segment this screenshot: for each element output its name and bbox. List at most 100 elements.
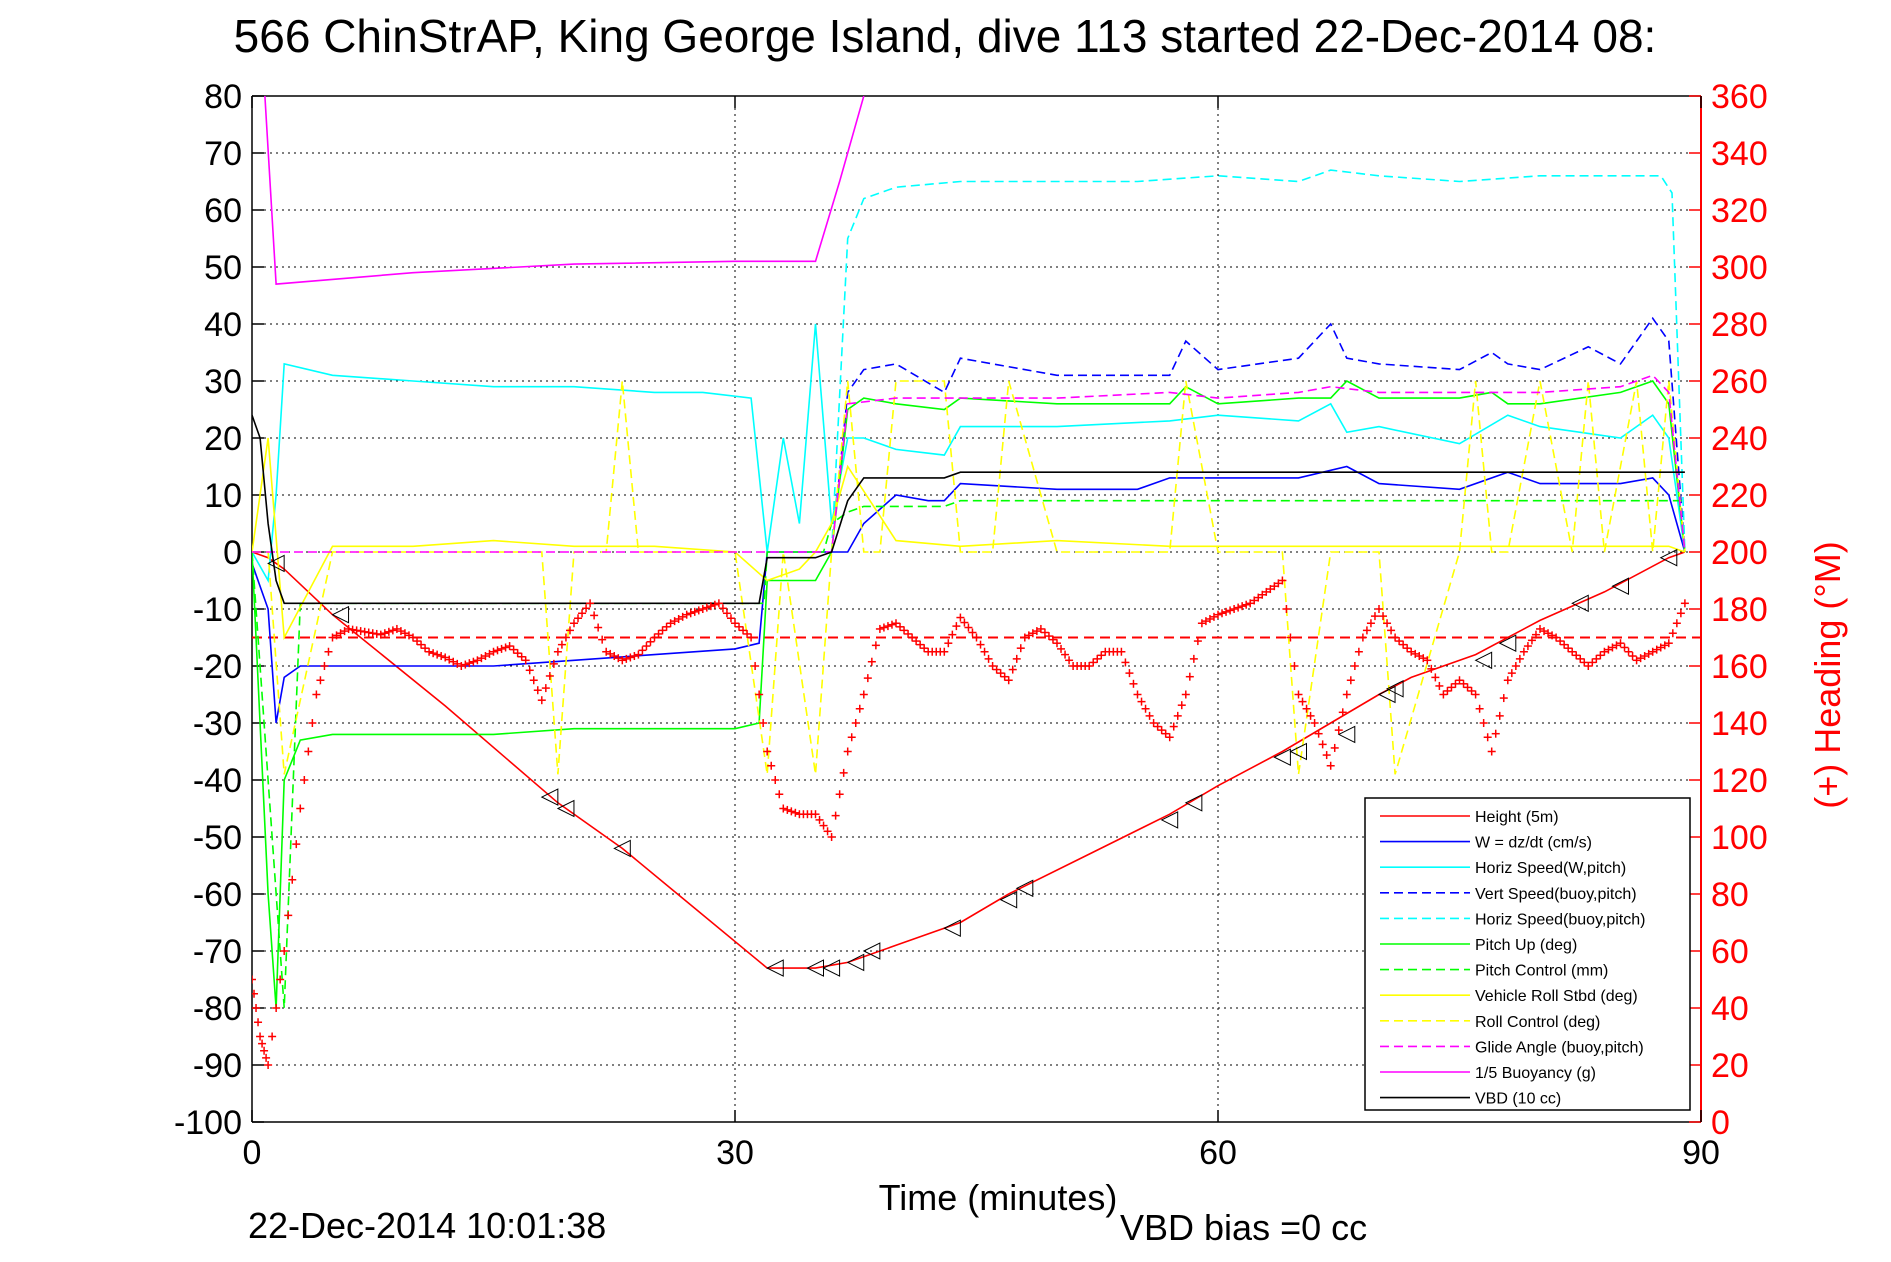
series-line-height-5m bbox=[252, 551, 1686, 969]
heading-marker bbox=[646, 637, 655, 646]
heading-marker bbox=[726, 614, 735, 623]
heading-marker bbox=[1499, 694, 1508, 703]
legend-entry: Height (5m) bbox=[1475, 809, 1559, 826]
waypoint-marker bbox=[1289, 742, 1307, 761]
heading-marker bbox=[747, 633, 756, 642]
heading-marker bbox=[1326, 761, 1335, 770]
heading-marker bbox=[1652, 645, 1661, 654]
heading-marker bbox=[1048, 635, 1057, 644]
heading-marker bbox=[964, 623, 973, 632]
legend-entry: Horiz Speed(W,pitch) bbox=[1475, 860, 1626, 877]
heading-marker bbox=[570, 619, 578, 628]
heading-marker bbox=[1644, 649, 1653, 658]
heading-marker bbox=[254, 1018, 263, 1027]
y-tick-label-right: 100 bbox=[1711, 819, 1768, 857]
legend-entry: Pitch Up (deg) bbox=[1475, 937, 1577, 954]
legend-entry: Vehicle Roll Stbd (deg) bbox=[1475, 988, 1638, 1005]
heading-marker bbox=[1209, 612, 1218, 621]
heading-marker bbox=[260, 1046, 269, 1055]
heading-marker bbox=[779, 804, 788, 813]
heading-marker bbox=[340, 627, 349, 636]
series-line-roll-control-deg bbox=[252, 380, 1686, 775]
heading-marker bbox=[622, 654, 631, 663]
heading-marker bbox=[1298, 697, 1307, 706]
y-tick-label-left: 0 bbox=[223, 534, 242, 572]
heading-marker bbox=[1455, 676, 1464, 685]
y-tick-label-left: -10 bbox=[193, 591, 242, 629]
y-tick-label-right: 280 bbox=[1711, 306, 1768, 344]
heading-marker bbox=[1572, 651, 1581, 660]
chart-title: 566 ChinStrAP, King George Island, dive … bbox=[234, 10, 1657, 62]
y-tick-label-right: 0 bbox=[1711, 1104, 1730, 1142]
heading-marker bbox=[984, 654, 993, 663]
heading-marker bbox=[421, 644, 430, 653]
waypoint-marker bbox=[613, 839, 631, 858]
heading-marker bbox=[710, 600, 719, 609]
heading-marker bbox=[900, 626, 909, 635]
heading-marker bbox=[1238, 602, 1247, 611]
heading-marker bbox=[904, 629, 913, 638]
heading-marker bbox=[980, 647, 989, 656]
heading-marker bbox=[1189, 654, 1198, 663]
waypoint-marker bbox=[1184, 793, 1203, 812]
heading-marker bbox=[429, 649, 438, 658]
waypoint-marker bbox=[999, 890, 1018, 909]
y-tick-label-left: 20 bbox=[204, 420, 242, 458]
y-tick-label-right: 60 bbox=[1711, 933, 1749, 971]
heading-marker bbox=[1161, 729, 1170, 738]
heading-marker bbox=[706, 602, 715, 611]
heading-marker bbox=[288, 875, 297, 884]
heading-marker bbox=[1230, 605, 1239, 613]
heading-marker bbox=[1350, 662, 1359, 670]
y-tick-label-left: 40 bbox=[204, 306, 242, 344]
x-tick-label: 60 bbox=[1199, 1134, 1237, 1172]
heading-marker bbox=[1604, 645, 1613, 654]
heading-marker bbox=[1097, 651, 1106, 660]
heading-marker bbox=[1129, 679, 1138, 688]
heading-marker bbox=[1032, 627, 1041, 636]
y-tick-label-left: -20 bbox=[193, 648, 242, 686]
heading-marker bbox=[1383, 619, 1392, 628]
heading-marker bbox=[586, 599, 595, 608]
heading-marker bbox=[1403, 644, 1412, 653]
heading-marker bbox=[1411, 649, 1420, 658]
heading-marker bbox=[638, 646, 647, 655]
heading-marker bbox=[409, 633, 417, 642]
heading-marker bbox=[879, 623, 888, 632]
heading-marker bbox=[1125, 669, 1134, 678]
heading-marker bbox=[763, 747, 772, 756]
heading-marker bbox=[529, 676, 538, 685]
heading-marker bbox=[590, 611, 599, 620]
heading-marker bbox=[759, 719, 768, 727]
heading-marker bbox=[1358, 633, 1367, 642]
x-tick-label: 0 bbox=[243, 1134, 262, 1172]
heading-marker bbox=[1133, 690, 1142, 699]
heading-marker bbox=[477, 654, 486, 663]
heading-marker bbox=[1028, 629, 1037, 638]
y-tick-label-left: 80 bbox=[204, 78, 242, 116]
y-tick-label-right: 140 bbox=[1711, 705, 1768, 743]
heading-marker bbox=[1294, 690, 1303, 699]
heading-marker bbox=[549, 659, 558, 668]
heading-marker bbox=[553, 647, 562, 656]
heading-marker bbox=[992, 665, 1001, 674]
series-line-w-dz-dt-cm-s bbox=[252, 465, 1686, 724]
heading-marker bbox=[908, 633, 917, 642]
heading-marker bbox=[400, 629, 409, 638]
heading-marker bbox=[819, 821, 828, 830]
waypoint-marker bbox=[331, 605, 350, 624]
heading-marker bbox=[787, 807, 796, 816]
heading-marker bbox=[533, 686, 542, 695]
heading-marker bbox=[1117, 647, 1126, 656]
heading-marker bbox=[392, 624, 401, 633]
heading-marker bbox=[469, 657, 478, 666]
heading-marker bbox=[256, 1032, 265, 1041]
series-line-vehicle-roll-stbd-deg bbox=[252, 437, 1686, 641]
heading-marker bbox=[767, 761, 776, 770]
heading-marker bbox=[1632, 656, 1641, 665]
heading-marker bbox=[461, 660, 470, 669]
y-tick-label-right: 180 bbox=[1711, 591, 1768, 629]
heading-marker bbox=[1314, 729, 1323, 738]
waypoint-marker bbox=[846, 953, 865, 972]
y-tick-label-left: 60 bbox=[204, 192, 242, 230]
